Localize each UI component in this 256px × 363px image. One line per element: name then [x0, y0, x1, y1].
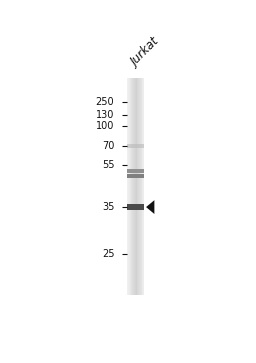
Text: 70: 70 [102, 140, 114, 151]
Bar [127, 78, 128, 295]
Bar [128, 78, 129, 295]
Bar [139, 78, 140, 295]
Bar [129, 78, 130, 295]
Bar [133, 78, 134, 295]
Text: Jurkat: Jurkat [129, 35, 163, 69]
Bar [127, 144, 144, 147]
Bar [142, 78, 143, 295]
Bar [127, 78, 144, 295]
Bar [130, 78, 131, 295]
Bar [138, 78, 139, 295]
Bar [141, 78, 142, 295]
Bar [134, 78, 135, 295]
Bar [127, 174, 144, 178]
Text: 250: 250 [96, 97, 114, 107]
Bar [137, 78, 138, 295]
Bar [140, 78, 141, 295]
Text: 55: 55 [102, 160, 114, 170]
Text: 130: 130 [96, 110, 114, 120]
Bar [136, 78, 137, 295]
Bar [143, 78, 144, 295]
Polygon shape [146, 200, 154, 214]
Text: 25: 25 [102, 249, 114, 259]
Text: 35: 35 [102, 202, 114, 212]
Bar [135, 78, 136, 295]
Text: 100: 100 [96, 121, 114, 131]
Bar [127, 168, 144, 173]
Bar [131, 78, 132, 295]
Bar [132, 78, 133, 295]
Bar [127, 204, 144, 210]
